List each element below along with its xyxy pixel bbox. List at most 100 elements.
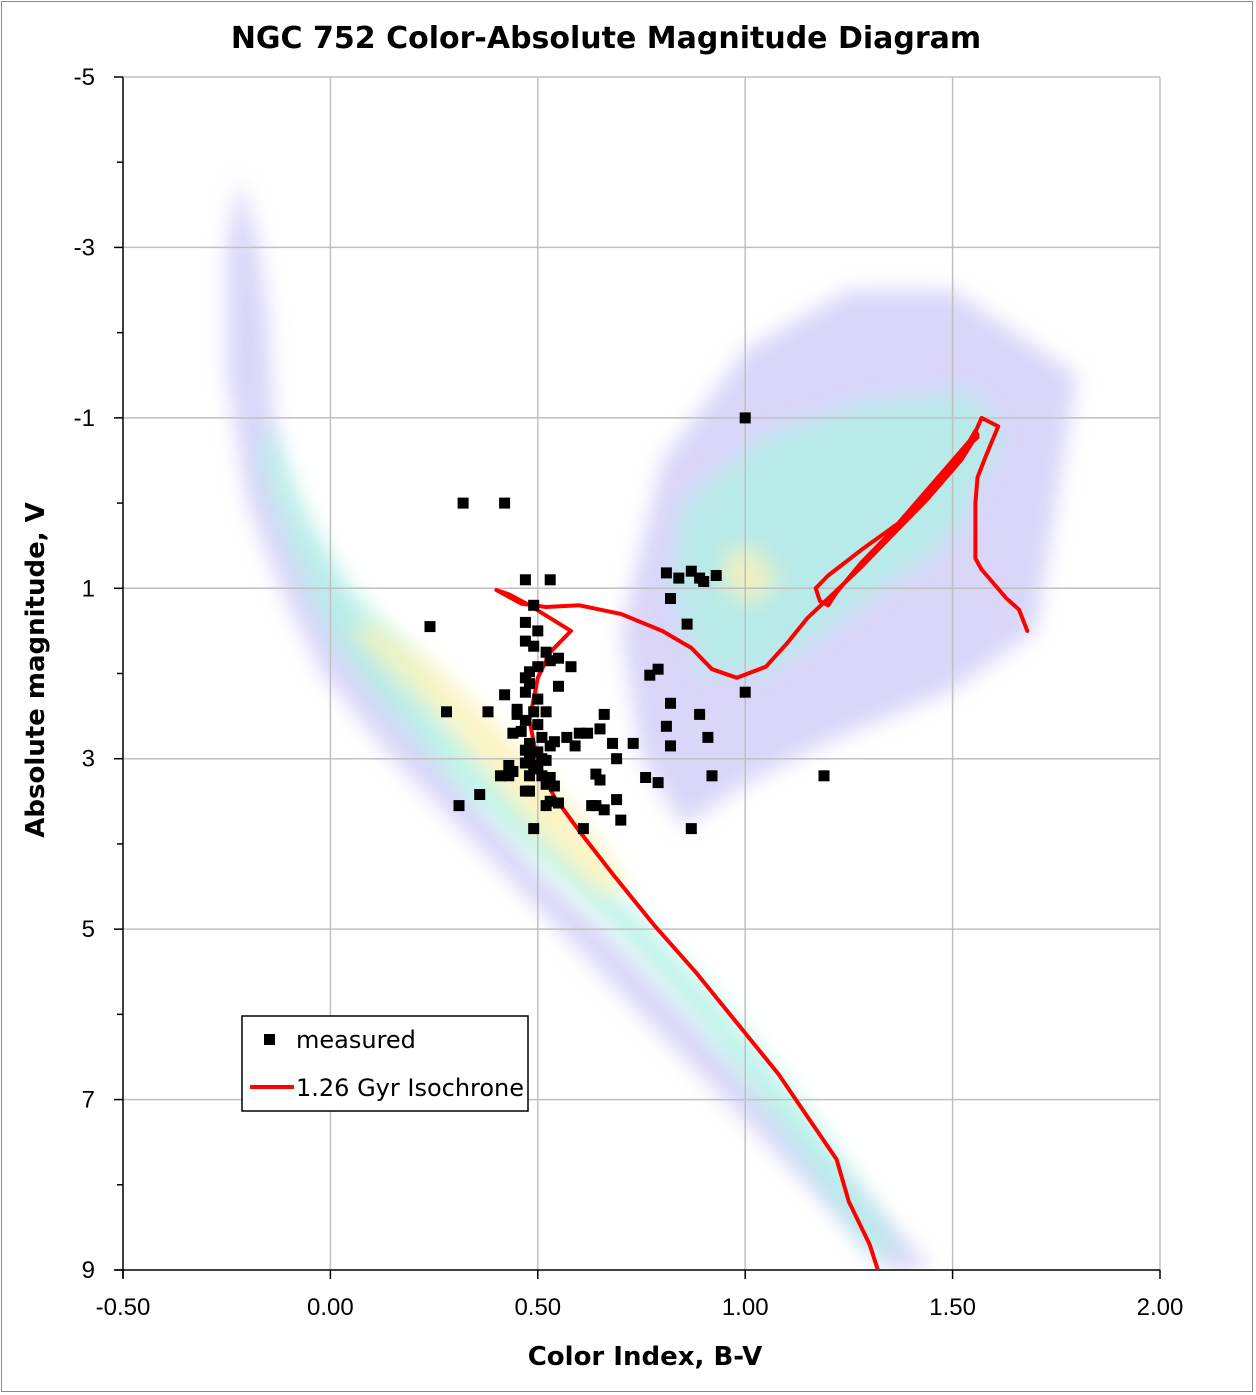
measured-point [590, 768, 602, 780]
measured-point [544, 740, 556, 752]
measured-point [818, 770, 830, 782]
y-tick-label: -3 [74, 234, 95, 261]
measured-point [665, 740, 676, 752]
measured-point [536, 731, 548, 743]
x-tick-label: 2.00 [1137, 1294, 1184, 1321]
measured-point [519, 635, 531, 647]
measured-point [548, 780, 560, 792]
measured-point [540, 646, 552, 658]
density-region-mid [259, 417, 903, 1253]
measured-point [544, 772, 556, 783]
measured-point [544, 574, 556, 586]
y-tick-label: -5 [74, 64, 95, 91]
measured-point [499, 689, 511, 701]
legend-marker-measured [264, 1034, 275, 1045]
y-axis-title: Absolute magnitude, V [21, 502, 51, 838]
density-region-low [226, 179, 932, 1270]
measured-point [519, 714, 531, 726]
measured-point [665, 593, 676, 604]
measured-point [710, 570, 722, 581]
measured-point [698, 576, 710, 587]
measured-point [495, 770, 506, 782]
measured-point [598, 804, 610, 816]
measured-point [532, 625, 544, 637]
measured-point [528, 599, 540, 611]
measured-point [503, 760, 515, 771]
measured-point [474, 789, 486, 800]
measured-point [515, 725, 527, 737]
measured-point [519, 616, 531, 628]
measured-point [524, 749, 535, 760]
measured-point [528, 640, 540, 652]
measured-point [739, 412, 751, 424]
measured-point [706, 770, 718, 782]
measured-point [540, 754, 552, 766]
measured-point [739, 686, 751, 698]
x-tick-label: 0.50 [514, 1294, 561, 1321]
measured-point [615, 814, 627, 826]
y-tick-label: 1 [82, 575, 95, 602]
x-tick-label: 1.50 [929, 1294, 976, 1321]
measured-point [532, 693, 544, 705]
measured-point [569, 740, 581, 752]
x-axis-title: Color Index, B-V [528, 1342, 763, 1372]
measured-point [524, 737, 535, 749]
y-tick-label: 7 [82, 1087, 95, 1114]
measured-point [553, 680, 564, 692]
measured-point [519, 574, 531, 586]
measured-point [573, 727, 585, 739]
measured-point [540, 800, 552, 812]
x-tick-label: 0.00 [307, 1294, 354, 1321]
y-tick-label: 9 [82, 1257, 95, 1284]
measured-series [424, 412, 830, 835]
measured-point [665, 697, 676, 709]
measured-point [702, 731, 714, 743]
measured-point [685, 565, 697, 577]
measured-point [540, 706, 552, 718]
measured-point [532, 746, 544, 758]
legend-label-measured: measured [296, 1026, 416, 1054]
measured-point [660, 720, 672, 732]
measured-point [640, 772, 652, 783]
measured-point [607, 737, 618, 749]
measured-point [528, 706, 540, 718]
measured-point [594, 723, 606, 735]
measured-point [652, 663, 664, 675]
measured-point [540, 778, 552, 790]
measured-point [590, 800, 602, 812]
measured-point [511, 708, 523, 720]
measured-point [611, 794, 623, 806]
measured-point [553, 652, 564, 664]
measured-point [499, 497, 511, 509]
measured-point [582, 727, 594, 739]
measured-point [532, 719, 544, 731]
chart-title: NGC 752 Color-Absolute Magnitude Diagram [231, 21, 981, 56]
measured-point [503, 770, 515, 782]
measured-point [652, 777, 664, 789]
legend: measured 1.26 Gyr Isochrone [241, 1015, 529, 1112]
density-region-high [724, 545, 779, 606]
measured-point [532, 763, 544, 775]
measured-point [536, 770, 548, 782]
x-tick-labels: -0.50 0.00 0.50 1.00 1.50 2.00 [96, 1294, 1184, 1321]
measured-point [681, 618, 693, 630]
x-tick-label: -0.50 [96, 1294, 151, 1321]
y-tick-label: 5 [82, 916, 95, 943]
measured-point [644, 669, 656, 681]
measured-point [694, 708, 706, 720]
measured-point [544, 655, 556, 667]
measured-point [553, 797, 564, 809]
legend-label-isochrone: 1.26 Gyr Isochrone [296, 1074, 524, 1102]
measured-point [611, 753, 623, 765]
measured-point [453, 800, 465, 812]
measured-point [627, 737, 639, 749]
measured-point [528, 823, 540, 835]
y-tick-label: 3 [82, 746, 95, 773]
measured-point [685, 823, 697, 835]
x-tick-label: 1.00 [722, 1294, 769, 1321]
measured-point [577, 823, 589, 835]
measured-point [598, 708, 610, 720]
measured-point [424, 621, 436, 633]
measured-point [524, 770, 535, 782]
